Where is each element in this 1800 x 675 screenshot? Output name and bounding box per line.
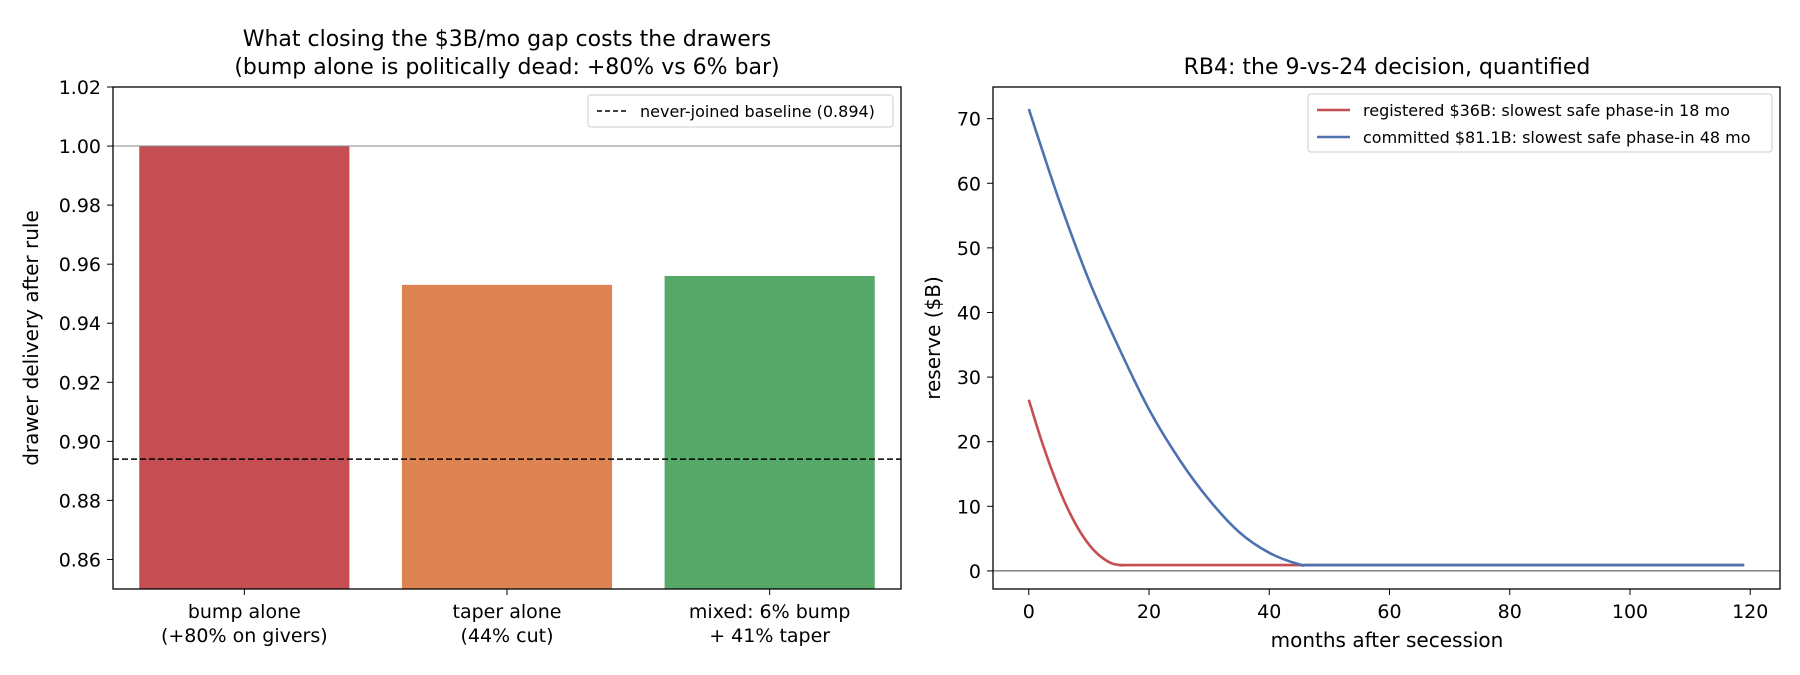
x-tick-label: 20 xyxy=(1137,601,1161,623)
bar-2 xyxy=(664,275,875,589)
y-tick-label: 50 xyxy=(957,238,981,260)
x-tick-label: (+80% on givers) xyxy=(161,625,328,647)
x-tick-label: 80 xyxy=(1498,601,1522,623)
y-axis-ticks: 0 10 20 30 40 50 60 70 xyxy=(957,109,993,583)
y-tick-label: 60 xyxy=(957,173,981,195)
series-line-1 xyxy=(1027,108,1745,567)
chart-title-line-2: (bump alone is politically dead: +80% vs… xyxy=(234,55,779,80)
line-chart: RB4: the 9-vs-24 decision, quantified 0 1… xyxy=(921,55,1781,652)
bar-1 xyxy=(401,284,613,589)
x-tick-label: (44% cut) xyxy=(460,625,553,647)
y-tick-label: 0.90 xyxy=(59,431,101,453)
x-tick-label: 120 xyxy=(1732,601,1768,623)
y-tick-label: 70 xyxy=(957,109,981,131)
y-tick-label: 0.86 xyxy=(59,549,101,571)
x-tick-label: taper alone xyxy=(453,601,562,623)
legend: never-joined baseline (0.894) xyxy=(587,94,894,128)
y-tick-label: 1.02 xyxy=(59,77,101,99)
legend-label-registered: registered $36B: slowest safe phase-in 1… xyxy=(1363,101,1730,120)
bar-0 xyxy=(139,146,350,589)
y-tick-label: 0.98 xyxy=(59,195,101,217)
plot-frame xyxy=(112,86,902,590)
y-tick-label: 20 xyxy=(957,432,981,454)
chart-title: RB4: the 9-vs-24 decision, quantified xyxy=(1184,55,1591,80)
x-tick-label: 60 xyxy=(1377,601,1401,623)
y-tick-label: 0.92 xyxy=(59,372,101,394)
y-tick-label: 0.96 xyxy=(59,254,101,276)
y-axis-label: reserve ($B) xyxy=(921,276,945,400)
legend: registered $36B: slowest safe phase-in 1… xyxy=(1307,93,1773,153)
reference-lines xyxy=(113,145,901,460)
bars-group xyxy=(139,146,875,589)
x-tick-label: mixed: 6% bump xyxy=(689,601,851,623)
x-axis-label: months after secession xyxy=(1271,628,1504,652)
x-axis-ticks: 0 20 40 60 80 100 120 xyxy=(1023,589,1768,623)
plot-frame xyxy=(992,86,1781,590)
y-tick-label: 0 xyxy=(969,561,981,583)
x-tick-label: 100 xyxy=(1612,601,1648,623)
x-tick-label: bump alone xyxy=(188,601,301,623)
x-tick-label: 40 xyxy=(1257,601,1281,623)
y-tick-label: 40 xyxy=(957,302,981,324)
legend-label: never-joined baseline (0.894) xyxy=(640,102,875,121)
chart-title-line-1: What closing the $3B/mo gap costs the dr… xyxy=(243,27,772,52)
legend-box xyxy=(1307,93,1773,153)
x-tick-label: + 41% taper xyxy=(709,625,830,647)
y-axis-ticks: 0.86 0.88 0.90 0.92 0.94 0.96 0.98 1.00 1.02 xyxy=(59,77,113,571)
y-tick-label: 10 xyxy=(957,496,981,518)
y-tick-label: 30 xyxy=(957,367,981,389)
y-axis-label: drawer delivery after rule xyxy=(19,210,43,466)
y-tick-label: 0.88 xyxy=(59,490,101,512)
x-axis-ticks: bump alone(+80% on givers) taper alone(44… xyxy=(161,589,850,647)
legend-box xyxy=(587,94,894,128)
bar-chart: What closing the $3B/mo gap costs the dr… xyxy=(19,27,902,647)
y-tick-label: 0.94 xyxy=(59,313,101,335)
legend-label-committed: committed $81.1B: slowest safe phase-in … xyxy=(1363,128,1751,147)
series-lines xyxy=(1027,108,1745,567)
x-tick-label: 0 xyxy=(1023,601,1035,623)
y-tick-label: 1.00 xyxy=(59,136,101,158)
